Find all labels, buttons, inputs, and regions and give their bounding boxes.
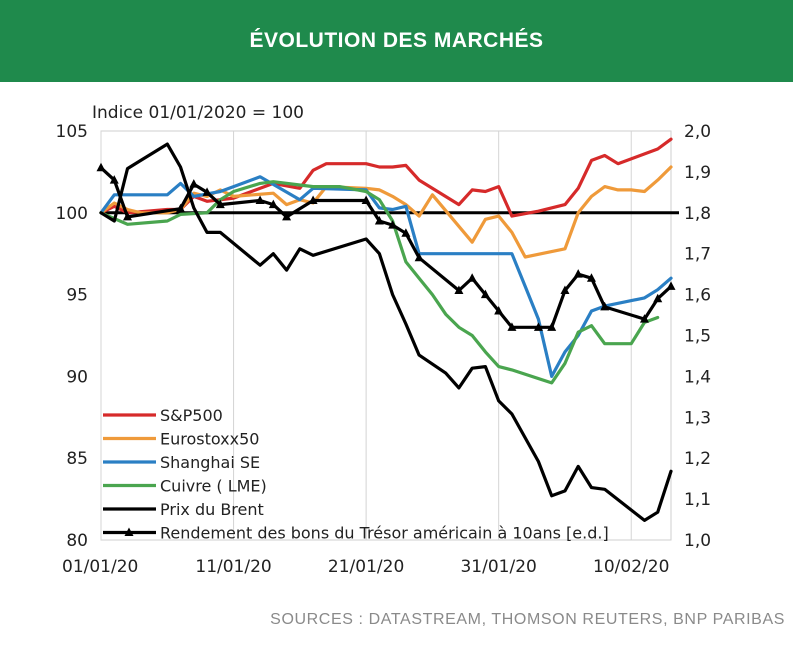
series-marker-treasury [560, 285, 570, 295]
legend-label-cuivre: Cuivre ( LME) [160, 477, 267, 496]
y-left-tick-label: 80 [66, 531, 88, 551]
header-banner: ÉVOLUTION DES MARCHÉS [0, 0, 793, 82]
legend-label-treasury: Rendement des bons du Trésor américain à… [160, 524, 609, 543]
series-marker-treasury [308, 195, 318, 205]
series-line-cuivre [99, 180, 660, 385]
y-right-tick-label: 1,0 [684, 531, 711, 551]
y-right-tick-label: 1,6 [684, 286, 711, 306]
series-marker-treasury [653, 293, 663, 303]
series-marker-treasury [109, 175, 119, 184]
series-marker-treasury [480, 289, 490, 299]
x-tick-label: 11/01/20 [195, 557, 271, 577]
series-marker-treasury [414, 252, 424, 262]
series-marker-treasury [533, 322, 543, 331]
sources-note: SOURCES : DATASTREAM, THOMSON REUTERS, B… [270, 611, 785, 628]
y-left-tick-label: 100 [56, 204, 88, 224]
market-chart: Indice 01/01/2020 = 100 80 85 90 95 100 105 1… [56, 103, 712, 577]
series-marker-treasury [268, 199, 278, 209]
series-marker-treasury [123, 211, 133, 221]
series-marker-treasury [507, 322, 517, 331]
series-marker-treasury [176, 203, 186, 213]
series-marker-treasury [189, 179, 199, 188]
series-line-brent [99, 142, 673, 522]
series-marker-treasury [639, 314, 649, 323]
y-right-tick-label: 1,3 [684, 408, 711, 428]
y-right-tick-label: 1,4 [684, 367, 711, 387]
series-marker-treasury [547, 322, 557, 331]
y-right-tick-label: 1,9 [684, 163, 711, 183]
legend-label-sp500: S&P500 [160, 406, 223, 425]
series-marker-treasury [600, 301, 610, 311]
series-marker-treasury [255, 195, 265, 205]
series-marker-treasury [586, 273, 596, 282]
series-lines [96, 137, 676, 522]
series-marker-treasury [494, 305, 504, 315]
y-right-tick-label: 1,5 [684, 327, 711, 347]
y-left-tick-label: 95 [66, 286, 88, 306]
x-tick-label: 31/01/20 [460, 557, 536, 577]
chart-title: ÉVOLUTION DES MARCHÉS [249, 29, 544, 52]
series-marker-treasury [374, 215, 384, 225]
series-marker-treasury [467, 273, 477, 282]
x-tick-label: 01/01/20 [62, 557, 138, 577]
y-right-tick-label: 1,7 [684, 245, 711, 265]
y-right-tick-label: 1,2 [684, 449, 711, 469]
series-marker-treasury [215, 199, 225, 209]
series-marker-treasury [96, 162, 106, 172]
y-right-tick-label: 2,0 [684, 122, 711, 142]
series-marker-treasury [388, 220, 398, 229]
series-marker-treasury [401, 228, 411, 237]
legend-label-brent: Prix du Brent [160, 500, 264, 519]
x-tick-label: 21/01/20 [328, 557, 404, 577]
y-axis-right: 1,0 1,1 1,2 1,3 1,4 1,5 1,6 1,7 1,8 1,9 2,0 [684, 122, 711, 551]
legend-label-eurostoxx: Eurostoxx50 [160, 430, 259, 449]
y-right-tick-label: 1,1 [684, 490, 711, 510]
legend-marker-treasury [124, 527, 134, 536]
series-marker-treasury [361, 195, 371, 205]
legend-label-shanghai: Shanghai SE [160, 453, 260, 472]
x-tick-label: 10/02/20 [593, 557, 669, 577]
series-marker-treasury [202, 187, 212, 196]
index-note: Indice 01/01/2020 = 100 [92, 103, 304, 123]
series-marker-treasury [282, 211, 292, 221]
series-marker-treasury [573, 269, 583, 278]
y-left-tick-label: 105 [56, 122, 88, 142]
series-marker-treasury [666, 281, 676, 290]
legend: S&P500 Eurostoxx50 Shanghai SE Cuivre ( LME… [103, 406, 609, 543]
series-line-shanghai [99, 175, 673, 378]
y-right-tick-label: 1,8 [684, 204, 711, 224]
y-left-tick-label: 85 [66, 449, 88, 469]
y-left-tick-label: 90 [66, 367, 88, 387]
y-axis-left: 80 85 90 95 100 105 [56, 122, 88, 551]
x-axis: 01/01/20 11/01/20 21/01/20 31/01/20 10/02/20 [62, 557, 669, 577]
series-marker-treasury [454, 285, 464, 295]
